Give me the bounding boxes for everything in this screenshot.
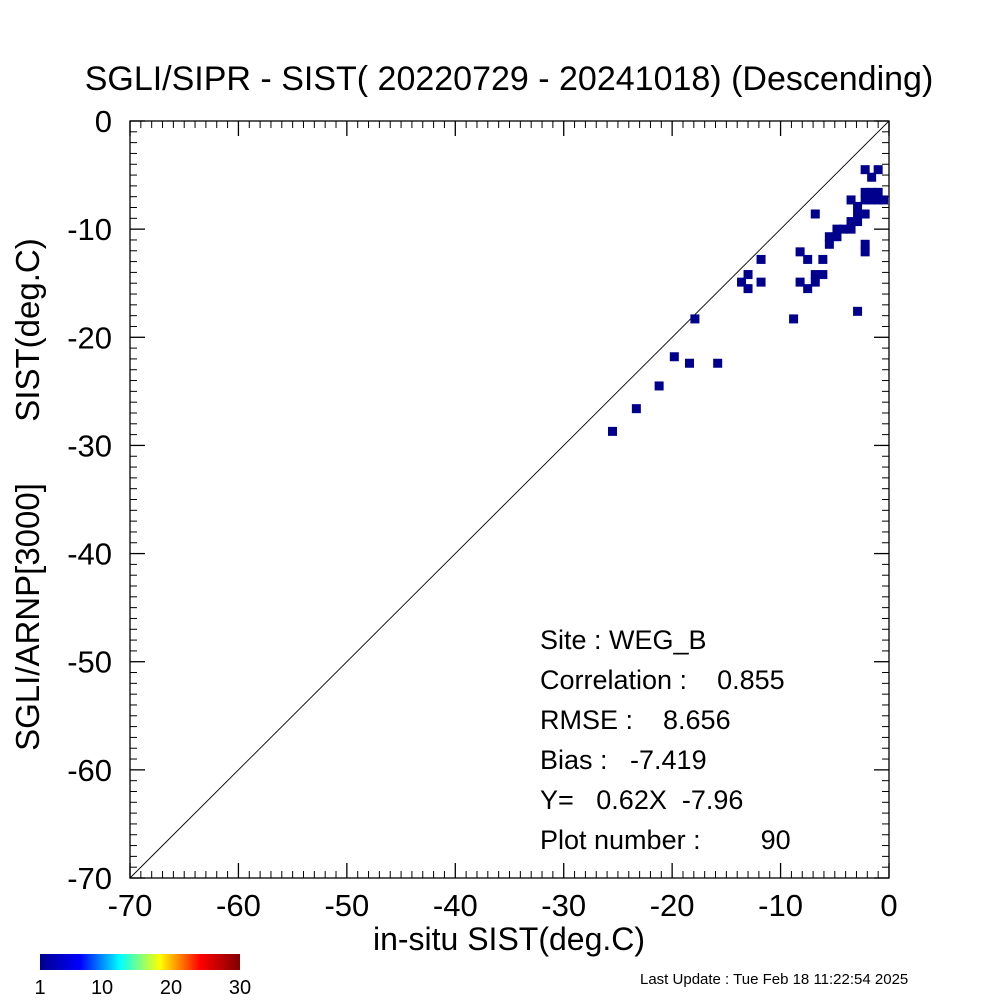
data-point [853, 306, 863, 316]
data-point [756, 277, 766, 287]
colorbar-tick-label: 1 [34, 977, 45, 999]
data-point [853, 209, 863, 219]
data-point [684, 358, 694, 368]
y-tick-label: -30 [67, 428, 112, 463]
x-tick-label: 0 [880, 888, 897, 923]
data-point [818, 254, 828, 264]
data-point [832, 224, 842, 234]
data-point [795, 277, 805, 287]
data-point [860, 187, 870, 197]
data-point [873, 187, 883, 197]
data-point [795, 247, 805, 257]
data-point [867, 195, 877, 205]
y-tick-label: -20 [67, 320, 112, 355]
y-tick-label: -50 [67, 645, 112, 680]
y-axis-title-line-1: SGLI/ARNP[3000] [9, 483, 46, 751]
y-tick-label: -70 [67, 861, 112, 896]
colorbar-gradient [40, 954, 240, 970]
stats-line: Bias : -7.419 [540, 745, 707, 775]
colorbar-tick-label: 30 [229, 977, 251, 999]
data-point [818, 270, 828, 280]
data-point [832, 232, 842, 242]
data-point [853, 201, 863, 211]
stats-line: Site : WEG_B [540, 625, 707, 655]
data-point [873, 165, 883, 175]
data-point [824, 232, 834, 242]
data-point [860, 239, 870, 249]
minor-ticks [130, 121, 889, 878]
colorbar: 1 10 20 30 [34, 954, 251, 999]
y-axis-title-line-2: SIST(deg.C) [9, 238, 46, 421]
one-to-one-line [129, 120, 890, 879]
stats-line: Y= 0.62X -7.96 [540, 785, 743, 815]
data-point [879, 195, 889, 205]
y-tick-label: -10 [67, 212, 112, 247]
data-point [631, 404, 641, 414]
y-tick-label: -40 [67, 537, 112, 572]
x-tick-label: -70 [108, 888, 153, 923]
stats-line: RMSE : 8.656 [540, 705, 731, 735]
data-point [867, 172, 877, 182]
data-point [860, 209, 870, 219]
x-tick-label: -60 [216, 888, 261, 923]
data-point [756, 254, 766, 264]
data-point [810, 209, 820, 219]
data-point [669, 352, 679, 362]
data-point [853, 217, 863, 227]
stats-box: Site : WEG_B Correlation : 0.855 RMSE : 8.… [540, 625, 791, 855]
y-tick-label: 0 [95, 104, 112, 139]
data-point [867, 187, 877, 197]
y-tick-label: -60 [67, 753, 112, 788]
x-tick-label: -20 [650, 888, 695, 923]
last-update-text: Last Update : Tue Feb 18 11:22:54 2025 [640, 971, 908, 988]
stats-line: Plot number : 90 [540, 825, 791, 855]
x-tick-label: -30 [541, 888, 586, 923]
data-point [846, 217, 856, 227]
data-point [860, 195, 870, 205]
x-tick-label: -10 [758, 888, 803, 923]
x-axis-title: in-situ SIST(deg.C) [373, 921, 645, 957]
data-point [810, 277, 820, 287]
data-point [737, 277, 747, 287]
data-point [846, 195, 856, 205]
x-tick-label: -50 [324, 888, 369, 923]
data-point [713, 358, 723, 368]
y-axis-title: SGLI/ARNP[3000] SIST(deg.C) [9, 238, 46, 751]
data-point [846, 224, 856, 234]
plot-area: -70 -60 -50 -40 -30 -20 -10 0 -70 -60 -50 -40 -30 -20… [67, 104, 897, 923]
data-point [690, 314, 700, 324]
data-point [824, 239, 834, 249]
data-point [654, 381, 664, 391]
data-point [838, 224, 848, 234]
stats-line: Correlation : 0.855 [540, 665, 785, 695]
x-tick-label: -40 [433, 888, 478, 923]
data-point [810, 270, 820, 280]
colorbar-tick-label: 20 [160, 977, 182, 999]
major-ticks [129, 120, 890, 879]
data-point [743, 284, 753, 294]
data-point [803, 284, 813, 294]
data-point [789, 314, 799, 324]
colorbar-tick-label: 10 [91, 977, 113, 999]
data-point [860, 165, 870, 175]
data-point [860, 247, 870, 257]
data-point [608, 426, 618, 436]
data-points [608, 165, 889, 436]
chart-title: SGLI/SIPR - SIST( 20220729 - 20241018) (… [85, 60, 934, 98]
data-point [743, 270, 753, 280]
data-point [873, 195, 883, 205]
data-point [803, 254, 813, 264]
